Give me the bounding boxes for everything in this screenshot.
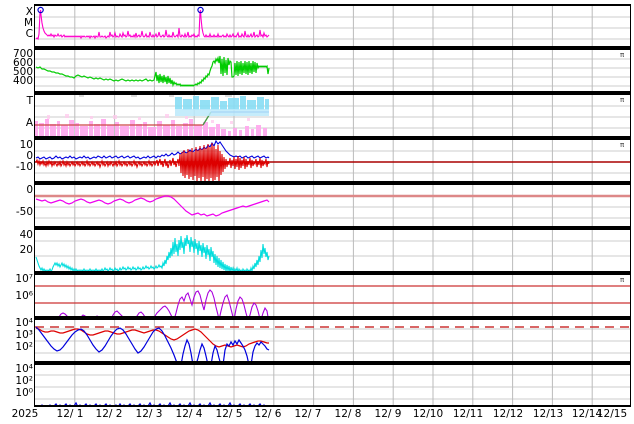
panel-imf-bz-bt[interactable] (34, 138, 631, 183)
right-mark-1: π (620, 96, 625, 104)
ytick-p1-1: M (23, 17, 33, 29)
ytick-p9-2: 10⁰ (15, 387, 33, 399)
ytick-p5-1: -50 (15, 206, 33, 218)
xtick-14: 12/14 (571, 408, 603, 420)
xtick-7: 12/ 7 (294, 408, 322, 420)
ytick-p2-0: 700 (12, 48, 33, 60)
panel-solar-wind-speed[interactable] (34, 48, 631, 93)
ytick-p3-1: A (25, 117, 33, 129)
panel-proton-flux-hi[interactable] (34, 273, 631, 318)
y-axis-labels: X M C 700 600 500 400 T A 10 0 -10 0 -50… (0, 0, 33, 424)
right-mark-2: π (620, 141, 625, 149)
xtick-0: 2025 (11, 408, 39, 420)
xtick-2: 12/ 2 (95, 408, 123, 420)
ytick-p8-1: 10³ (15, 329, 33, 341)
ytick-p6-1: 20 (19, 244, 33, 256)
ytick-p8-2: 10² (15, 341, 33, 353)
xtick-11: 12/11 (452, 408, 484, 420)
ytick-p7-1: 10⁶ (15, 290, 33, 302)
xtick-1: 12/ 1 (56, 408, 84, 420)
xtick-12: 12/12 (492, 408, 524, 420)
ytick-p1-2: C (25, 28, 33, 40)
right-mark-0: π (620, 51, 625, 59)
xtick-6: 12/ 6 (254, 408, 282, 420)
xtick-10: 12/10 (412, 408, 444, 420)
xtick-9: 12/ 9 (374, 408, 402, 420)
panel-temperature-alpha[interactable] (34, 93, 631, 138)
xtick-3: 12/ 3 (135, 408, 163, 420)
ytick-p4-0: 10 (19, 139, 33, 151)
panel-xray-flux[interactable] (34, 4, 631, 48)
panel-dst-index[interactable] (34, 183, 631, 228)
xtick-5: 12/ 5 (215, 408, 243, 420)
ytick-p6-0: 40 (19, 229, 33, 241)
ytick-p8-0: 10⁴ (15, 317, 33, 329)
ytick-p1-0: X (25, 6, 33, 18)
panel-electron-flux[interactable] (34, 318, 631, 363)
ytick-p3-0: T (26, 95, 33, 107)
ytick-p9-0: 10⁴ (15, 363, 33, 375)
panel-proton-flux-lo[interactable] (34, 363, 631, 407)
ytick-p7-0: 10⁷ (15, 273, 33, 285)
ytick-p4-1: 0 (26, 150, 33, 162)
xtick-4: 12/ 4 (175, 408, 203, 420)
ytick-p2-2: 500 (12, 66, 33, 78)
panel-kp-ap-index[interactable] (34, 228, 631, 273)
xtick-15: 12/15 (596, 408, 628, 420)
right-mark-3: π (620, 276, 625, 284)
ytick-p9-1: 10² (15, 375, 33, 387)
xtick-13: 12/13 (532, 408, 564, 420)
ytick-p2-1: 600 (12, 57, 33, 69)
xtick-8: 12/ 8 (334, 408, 362, 420)
plot-area (34, 4, 631, 407)
ytick-p2-3: 400 (12, 75, 33, 87)
ytick-p5-0: 0 (26, 184, 33, 196)
ytick-p4-2: -10 (15, 161, 33, 173)
